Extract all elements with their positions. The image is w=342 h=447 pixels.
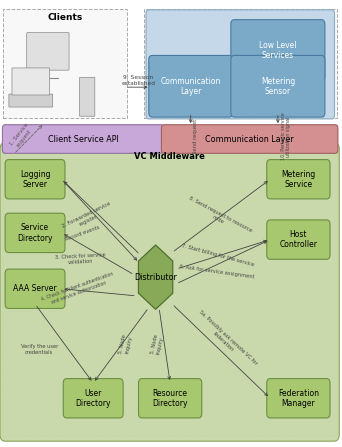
FancyBboxPatch shape <box>0 143 339 441</box>
Text: Host Manager @ Resource Node: Host Manager @ Resource Node <box>168 13 313 21</box>
FancyBboxPatch shape <box>146 10 334 119</box>
FancyBboxPatch shape <box>27 33 69 70</box>
FancyBboxPatch shape <box>5 213 65 253</box>
Text: Federation
Manager: Federation Manager <box>278 388 319 408</box>
Text: 5a. Possibly ask remote VC for
federation: 5a. Possibly ask remote VC for federatio… <box>194 309 258 370</box>
Text: Host
Controller: Host Controller <box>279 230 317 249</box>
Text: Low Level
Services: Low Level Services <box>259 41 297 60</box>
Polygon shape <box>3 125 337 436</box>
FancyBboxPatch shape <box>80 77 95 116</box>
FancyBboxPatch shape <box>12 68 50 95</box>
Text: Verify the user
credentials: Verify the user credentials <box>21 344 58 355</box>
Text: 4. Check for client authentication
and service authorization: 4. Check for client authentication and s… <box>40 271 116 308</box>
Text: Communication Layer: Communication Layer <box>205 135 294 143</box>
Text: Metering
Sensor: Metering Sensor <box>261 76 295 96</box>
FancyBboxPatch shape <box>2 125 163 153</box>
FancyBboxPatch shape <box>231 55 325 117</box>
FancyBboxPatch shape <box>9 94 53 107</box>
FancyBboxPatch shape <box>267 160 330 199</box>
FancyBboxPatch shape <box>231 20 325 81</box>
Text: User
Directory: User Directory <box>76 388 111 408</box>
Text: VC Middleware: VC Middleware <box>134 152 205 161</box>
FancyBboxPatch shape <box>267 220 330 259</box>
Text: AAA Server: AAA Server <box>13 284 57 293</box>
FancyBboxPatch shape <box>149 55 233 117</box>
Text: Record events: Record events <box>64 225 100 242</box>
FancyBboxPatch shape <box>267 379 330 418</box>
Text: Metering
Service: Metering Service <box>281 169 316 189</box>
Text: 5. Node
inquiry: 5. Node inquiry <box>150 334 165 356</box>
Text: 5. Node
inquiry: 5. Node inquiry <box>119 333 133 355</box>
Text: Logging
Server: Logging Server <box>20 169 50 189</box>
FancyBboxPatch shape <box>5 269 65 308</box>
Text: Client Service API: Client Service API <box>48 135 118 143</box>
Text: 9. Session
established: 9. Session established <box>121 75 156 86</box>
Text: Resource
Directory: Resource Directory <box>153 388 188 408</box>
Polygon shape <box>3 9 127 118</box>
Text: 7. Start billing for the service: 7. Start billing for the service <box>181 244 255 268</box>
Text: 8. Send request to resource
node: 8. Send request to resource node <box>185 195 253 238</box>
Text: 2. Forwarded service
register: 2. Forwarded service register <box>61 201 114 234</box>
Text: 6. Ask for service assignment: 6. Ask for service assignment <box>180 264 255 279</box>
Text: Service
Directory: Service Directory <box>17 223 53 243</box>
Text: 10. Periodic service
utilization signal: 10. Periodic service utilization signal <box>280 113 291 160</box>
FancyBboxPatch shape <box>63 379 123 418</box>
Text: 3. Check for service
validation: 3. Check for service validation <box>55 253 106 266</box>
Polygon shape <box>144 9 337 118</box>
Text: Distributor: Distributor <box>134 273 177 282</box>
Text: Virtual Cloud Manager: Virtual Cloud Manager <box>117 129 223 138</box>
FancyBboxPatch shape <box>5 160 65 199</box>
Text: Clients: Clients <box>47 13 83 21</box>
FancyBboxPatch shape <box>161 125 338 153</box>
Text: Send request: Send request <box>194 119 198 154</box>
Text: 1. Service
request: 1. Service request <box>9 122 34 150</box>
FancyBboxPatch shape <box>139 379 202 418</box>
Text: Communication
Layer: Communication Layer <box>160 76 221 96</box>
Polygon shape <box>139 245 173 309</box>
